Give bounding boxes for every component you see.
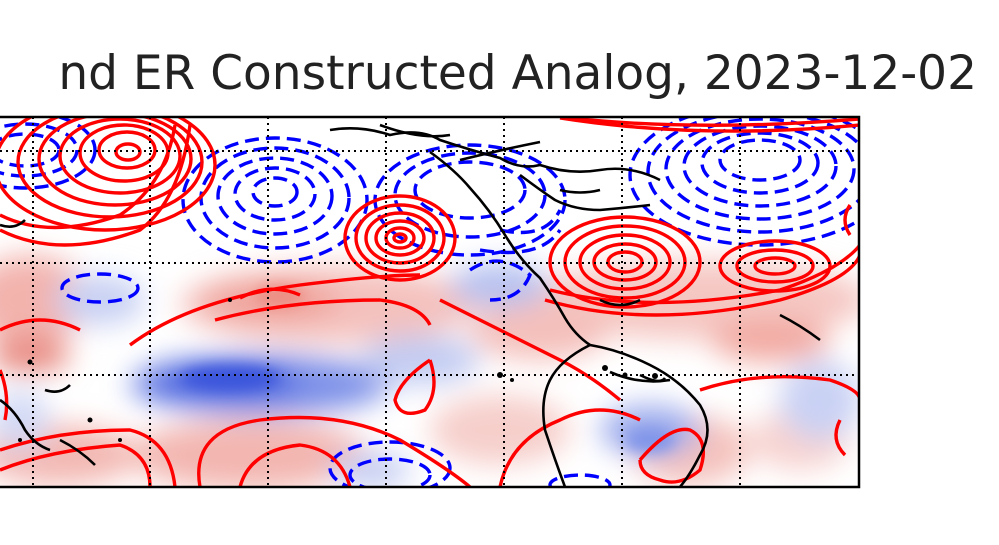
figure-title: nd ER Constructed Analog, 2023-12-02	[0, 40, 999, 110]
figure-title-text: nd ER Constructed Analog, 2023-12-02	[58, 46, 977, 101]
map-frame	[0, 115, 861, 489]
positive-contours	[0, 117, 859, 487]
map-gridlines	[0, 117, 859, 487]
negative-contours	[0, 117, 859, 487]
